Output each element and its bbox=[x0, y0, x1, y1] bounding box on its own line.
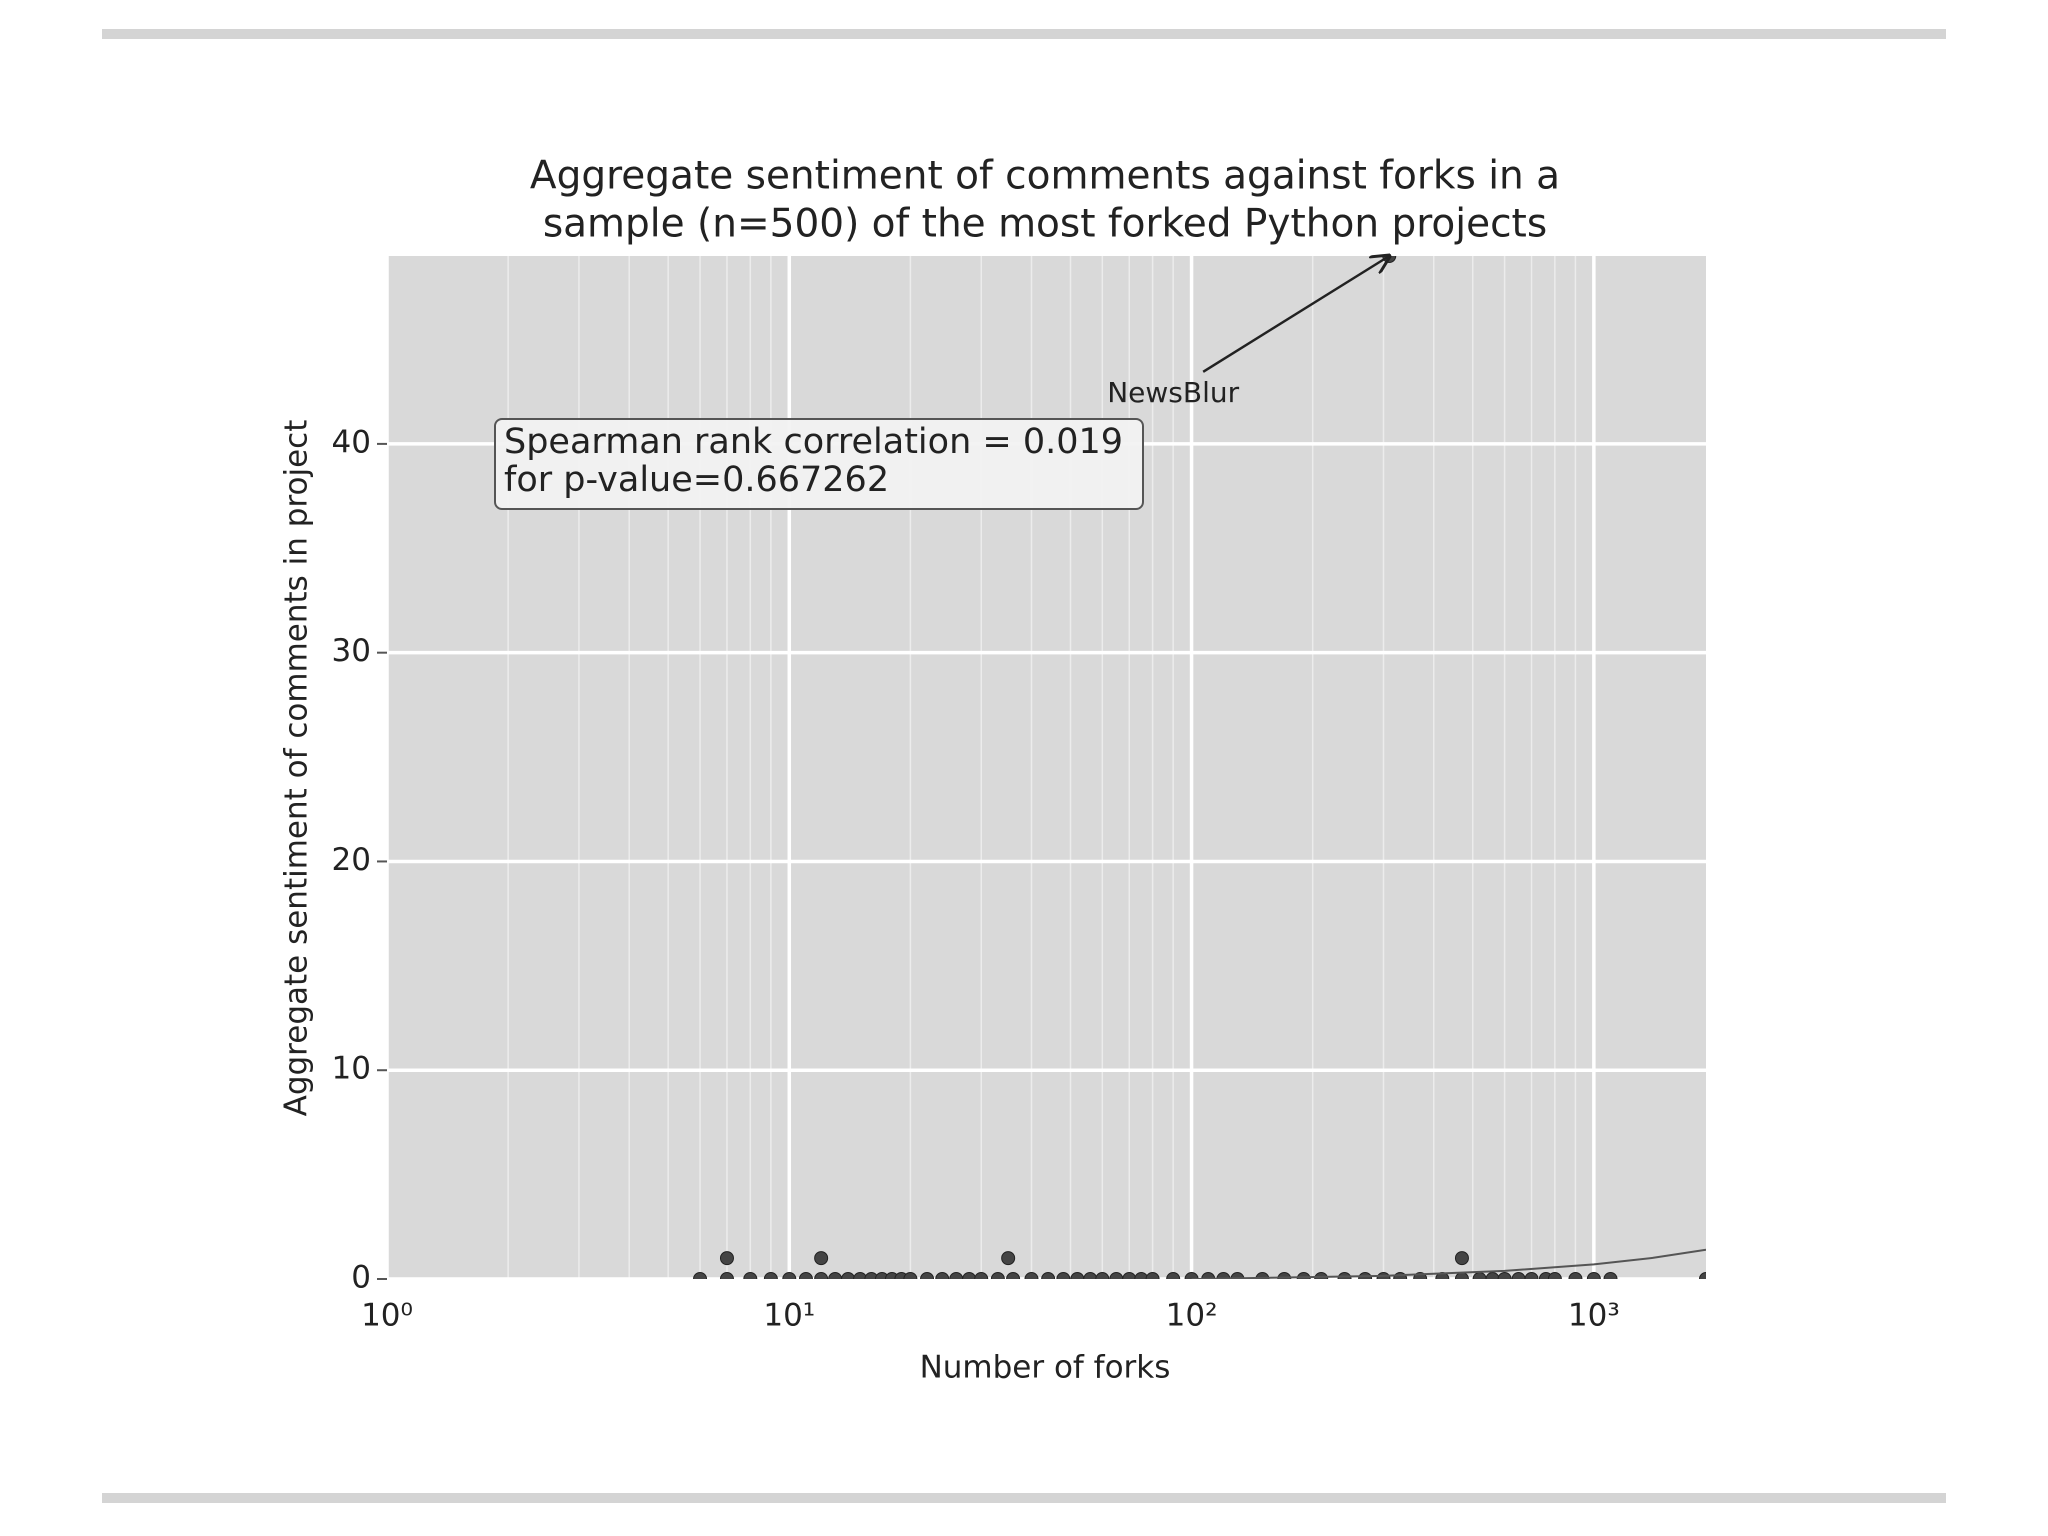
point bbox=[853, 1272, 868, 1279]
point bbox=[1568, 1272, 1583, 1279]
point bbox=[990, 1272, 1005, 1279]
point bbox=[920, 1272, 935, 1279]
point bbox=[828, 1272, 843, 1279]
point bbox=[1485, 1272, 1500, 1279]
point bbox=[903, 1272, 918, 1279]
point bbox=[1041, 1272, 1056, 1279]
point bbox=[1216, 1272, 1231, 1279]
point bbox=[1314, 1272, 1329, 1279]
point bbox=[935, 1272, 950, 1279]
point bbox=[814, 1272, 829, 1279]
point bbox=[1497, 1272, 1512, 1279]
point bbox=[1070, 1272, 1085, 1279]
x-tick-label: 10³ bbox=[1568, 1298, 1620, 1334]
point bbox=[1358, 1272, 1373, 1279]
y-tick-label: 20 bbox=[332, 842, 371, 878]
point bbox=[1134, 1272, 1149, 1279]
point bbox=[962, 1272, 977, 1279]
point bbox=[1511, 1272, 1526, 1279]
point bbox=[1277, 1272, 1292, 1279]
point bbox=[1586, 1272, 1601, 1279]
point bbox=[1166, 1272, 1181, 1279]
point bbox=[719, 1251, 734, 1266]
point bbox=[1524, 1272, 1539, 1279]
point bbox=[949, 1272, 964, 1279]
point bbox=[1603, 1272, 1618, 1279]
y-tick-label: 30 bbox=[332, 633, 371, 669]
point bbox=[1109, 1272, 1124, 1279]
text-box bbox=[494, 418, 1144, 510]
chart-title: sample (n=500) of the most forked Python… bbox=[543, 202, 1547, 247]
x-tick-label: 10² bbox=[1166, 1298, 1218, 1334]
point bbox=[1083, 1272, 1098, 1279]
x-tick-label: 10¹ bbox=[763, 1298, 815, 1334]
point bbox=[719, 1272, 734, 1279]
point bbox=[782, 1272, 797, 1279]
point bbox=[1056, 1272, 1071, 1279]
point bbox=[814, 1251, 829, 1266]
point bbox=[1201, 1272, 1216, 1279]
annotation-arrow bbox=[1202, 256, 1389, 373]
y-tick-label: 10 bbox=[332, 1051, 371, 1087]
point bbox=[1145, 1272, 1160, 1279]
x-tick-label: 10⁰ bbox=[361, 1298, 413, 1334]
point bbox=[1001, 1251, 1016, 1266]
y-axis-label: Aggregate sentiment of comments in proje… bbox=[279, 420, 315, 1117]
point bbox=[763, 1272, 778, 1279]
point bbox=[798, 1272, 813, 1279]
point bbox=[1547, 1272, 1562, 1279]
point bbox=[1296, 1272, 1311, 1279]
point bbox=[1454, 1251, 1469, 1266]
point bbox=[1337, 1272, 1352, 1279]
plot-area bbox=[387, 256, 1706, 1279]
y-tick-label: 0 bbox=[351, 1260, 371, 1296]
chart-title: Aggregate sentiment of comments against … bbox=[530, 154, 1560, 199]
point bbox=[1122, 1272, 1137, 1279]
bottom-bar bbox=[102, 1493, 1946, 1503]
text-box-line: for p-value=0.667262 bbox=[504, 460, 889, 500]
point bbox=[1472, 1272, 1487, 1279]
y-tick-label: 40 bbox=[332, 424, 371, 460]
top-bar bbox=[102, 29, 1946, 39]
text-box-line: Spearman rank correlation = 0.019 bbox=[504, 422, 1123, 462]
point bbox=[1095, 1272, 1110, 1279]
point bbox=[1255, 1272, 1270, 1279]
x-axis-label: Number of forks bbox=[920, 1350, 1171, 1386]
point bbox=[1184, 1272, 1199, 1279]
point bbox=[974, 1272, 989, 1279]
point bbox=[864, 1272, 879, 1279]
annotation-label: NewsBlur bbox=[1107, 376, 1239, 409]
point bbox=[1454, 1272, 1469, 1279]
point bbox=[1699, 1272, 1706, 1279]
point bbox=[743, 1272, 758, 1279]
fit-line bbox=[1191, 1248, 1706, 1279]
point bbox=[841, 1272, 856, 1279]
point bbox=[1376, 1272, 1391, 1279]
point bbox=[1024, 1272, 1039, 1279]
point bbox=[1006, 1272, 1021, 1279]
point bbox=[693, 1272, 708, 1279]
